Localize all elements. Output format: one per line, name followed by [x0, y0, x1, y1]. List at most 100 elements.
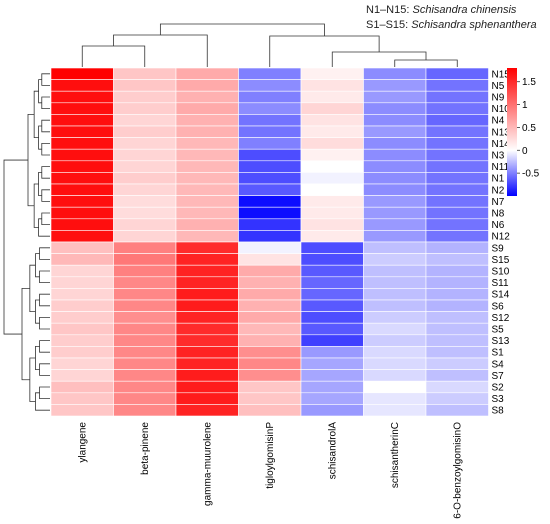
heatmap-cell-N13-schisantherinC [363, 125, 427, 138]
heatmap-cell-S2-schisandrolA [300, 380, 364, 394]
heatmap-cell-N1-gamma-muurolene [175, 172, 239, 185]
row-label-S14: S14 [492, 290, 510, 301]
heatmap-cell-S2-beta-pinene [113, 380, 177, 394]
heatmap-cell-S3-6-O-benzoylgomisinO [425, 392, 489, 405]
heatmap-cell-S4-schisantherinC [363, 357, 427, 370]
heatmap-cell-S1-beta-pinene [113, 346, 177, 359]
heatmap-cell-N7-ylangene [50, 195, 114, 208]
heatmap-cell-N6-beta-pinene [113, 218, 177, 231]
heatmap-cell-N6-schisandrolA [300, 218, 364, 231]
row-label-S3: S3 [492, 394, 505, 405]
note-s-prefix: S1–S15: [366, 19, 412, 31]
heatmap-cell-S14-tigloylgomisinP [238, 288, 302, 301]
heatmap-cell-N10-schisandrolA [300, 102, 364, 115]
heatmap-cell-N10-6-O-benzoylgomisinO [425, 102, 489, 115]
heatmap-cell-S3-ylangene [50, 392, 114, 405]
row-branch-sbba [39, 386, 50, 399]
heatmap-cell-S12-ylangene [50, 311, 114, 324]
heatmap-cell-N2-gamma-muurolene [175, 183, 239, 196]
heatmap-cell-S7-schisantherinC [363, 369, 427, 382]
row-branch-naaa [41, 73, 50, 86]
heatmap-cell-S10-tigloylgomisinP [238, 264, 302, 278]
heatmap-cell-S10-schisantherinC [363, 264, 427, 278]
column-label-ylangene: ylangene [77, 422, 88, 463]
heatmap-cell-S12-tigloylgomisinP [238, 311, 302, 324]
row-label-S9: S9 [492, 243, 505, 254]
heatmap-cell-N12-gamma-muurolene [175, 230, 239, 243]
heatmap-cell-N6-6-O-benzoylgomisinO [425, 218, 489, 231]
heatmap-cell-N1-tigloylgomisinP [238, 172, 302, 185]
heatmap-cell-N12-schisantherinC [363, 230, 427, 243]
heatmap-cell-S6-beta-pinene [113, 299, 177, 312]
color-scale-bar [507, 68, 517, 196]
heatmap-cell-S4-6-O-benzoylgomisinO [425, 357, 489, 370]
heatmap-cell-S5-tigloylgomisinP [238, 322, 302, 336]
heatmap-cell-N13-6-O-benzoylgomisinO [425, 125, 489, 138]
heatmap-cell-N4-schisantherinC [363, 114, 427, 127]
heatmap-cell-N15-beta-pinene [113, 67, 177, 80]
heatmap-cells [50, 67, 489, 417]
col-branch-1 [81, 45, 146, 67]
heatmap-cell-N3-schisantherinC [363, 148, 427, 162]
heatmap-cell-S6-gamma-muurolene [175, 299, 239, 312]
heatmap-cell-N4-tigloylgomisinP [238, 114, 302, 127]
heatmap-cell-S9-tigloylgomisinP [238, 241, 302, 254]
heatmap-cell-S14-ylangene [50, 288, 114, 301]
heatmap-cell-S9-beta-pinene [113, 241, 177, 254]
row-branch-root [3, 159, 28, 335]
heatmap-cell-N14-schisantherinC [363, 137, 427, 150]
row-branch-sab [35, 299, 40, 324]
heatmap-cell-N12-beta-pinene [113, 230, 177, 243]
heatmap-cell-S9-schisandrolA [300, 241, 364, 254]
heatmap-cell-N8-ylangene [50, 206, 114, 220]
row-label-N7: N7 [492, 197, 505, 208]
heatmap-cell-S14-6-O-benzoylgomisinO [425, 288, 489, 301]
row-label-N13: N13 [492, 127, 511, 138]
col-branch-2 [113, 34, 208, 67]
heatmap-cell-S3-beta-pinene [113, 392, 177, 405]
heatmap-cell-N14-tigloylgomisinP [238, 137, 302, 150]
heatmap-cell-N4-schisandrolA [300, 114, 364, 127]
row-branch-sbab [39, 363, 50, 376]
heatmap-cell-S2-schisantherinC [363, 380, 427, 394]
heatmap-cell-N12-6-O-benzoylgomisinO [425, 230, 489, 243]
heatmap-cell-S13-schisantherinC [363, 334, 427, 347]
heatmap-cell-N2-tigloylgomisinP [238, 183, 302, 196]
heatmap-cell-S7-tigloylgomisinP [238, 369, 302, 382]
heatmap-cell-N12-schisandrolA [300, 230, 364, 243]
heatmap-cell-N9-schisandrolA [300, 90, 364, 104]
heatmap-cell-S7-schisandrolA [300, 369, 364, 382]
color-scale-tick-label: -0.5 [522, 169, 540, 180]
heatmap-cell-N6-tigloylgomisinP [238, 218, 302, 231]
heatmap-cell-N7-schisandrolA [300, 195, 364, 208]
heatmap-cell-N15-schisantherinC [363, 67, 427, 80]
heatmap-cell-S11-schisandrolA [300, 276, 364, 289]
heatmap-cell-N9-ylangene [50, 90, 114, 104]
heatmap-cell-N10-ylangene [50, 102, 114, 115]
heatmap-cell-N5-gamma-muurolene [175, 79, 239, 92]
species-note-s: S1–S15: Schisandra sphenanthera [366, 19, 537, 31]
heatmap-cell-N3-tigloylgomisinP [238, 148, 302, 162]
heatmap-cell-N12-tigloylgomisinP [238, 230, 302, 243]
heatmap-cell-N8-beta-pinene [113, 206, 177, 220]
heatmap-cell-S13-schisandrolA [300, 334, 364, 347]
heatmap-cell-S15-beta-pinene [113, 253, 177, 266]
heatmap-cell-N3-6-O-benzoylgomisinO [425, 148, 489, 162]
heatmap-cell-N11-beta-pinene [113, 160, 177, 173]
heatmap-cell-S6-ylangene [50, 299, 114, 312]
row-label-S6: S6 [492, 301, 505, 312]
heatmap-cell-N14-schisandrolA [300, 137, 364, 150]
heatmap-cell-S15-ylangene [50, 253, 114, 266]
heatmap-cell-S10-schisandrolA [300, 264, 364, 278]
heatmap-cell-N13-tigloylgomisinP [238, 125, 302, 138]
heatmap-cell-S15-tigloylgomisinP [238, 253, 302, 266]
column-label-6-O-benzoylgomisinO: 6-O-benzoylgomisinO [452, 422, 463, 519]
heatmap-cell-S5-gamma-muurolene [175, 322, 239, 336]
heatmap-cell-S12-6-O-benzoylgomisinO [425, 311, 489, 324]
heatmap-cell-S5-schisantherinC [363, 322, 427, 336]
row-label-N11: N11 [492, 162, 510, 173]
row-branch-nabb [41, 143, 50, 156]
heatmap-cell-S1-ylangene [50, 346, 114, 359]
heatmap-cell-S7-6-O-benzoylgomisinO [425, 369, 489, 382]
